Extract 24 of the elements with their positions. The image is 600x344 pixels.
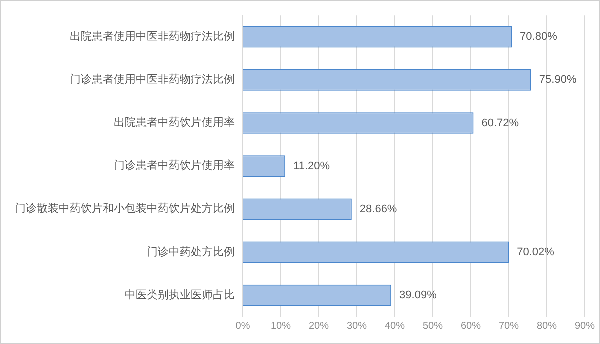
y-tick-label: 中医类别执业医师占比	[125, 288, 235, 302]
x-tick-label: 70%	[498, 320, 520, 332]
x-tick-label: 60%	[460, 320, 482, 332]
x-tick-label: 0%	[236, 320, 250, 332]
data-label: 70.80%	[520, 31, 558, 44]
data-label: 60.72%	[482, 117, 520, 130]
data-label: 11.20%	[294, 160, 330, 172]
y-tick-label: 门诊散装中药饮片和小包装中药饮片处方比例	[15, 202, 235, 216]
x-tick-label: 50%	[422, 320, 444, 332]
data-label: 70.02%	[517, 246, 555, 258]
x-tick-label: 40%	[384, 320, 406, 332]
x-tick-label: 30%	[346, 320, 368, 332]
y-tick-label: 门诊患者使用中医非药物疗法比例	[70, 73, 235, 86]
data-label: 39.09%	[400, 290, 438, 302]
x-tick-label: 20%	[308, 320, 330, 332]
y-tick-label: 出院患者使用中医非药物疗法比例	[70, 30, 235, 43]
y-tick-label: 门诊患者中药饮片使用率	[114, 159, 235, 172]
y-tick-label: 出院患者中药饮片使用率	[114, 116, 235, 130]
data-label: 28.66%	[360, 203, 398, 216]
y-tick-label: 门诊中药处方比例	[147, 245, 235, 258]
x-tick-label: 90%	[574, 320, 596, 332]
x-tick-label: 10%	[270, 320, 292, 332]
data-label: 75.90%	[539, 74, 577, 86]
x-tick-label: 80%	[536, 320, 558, 332]
